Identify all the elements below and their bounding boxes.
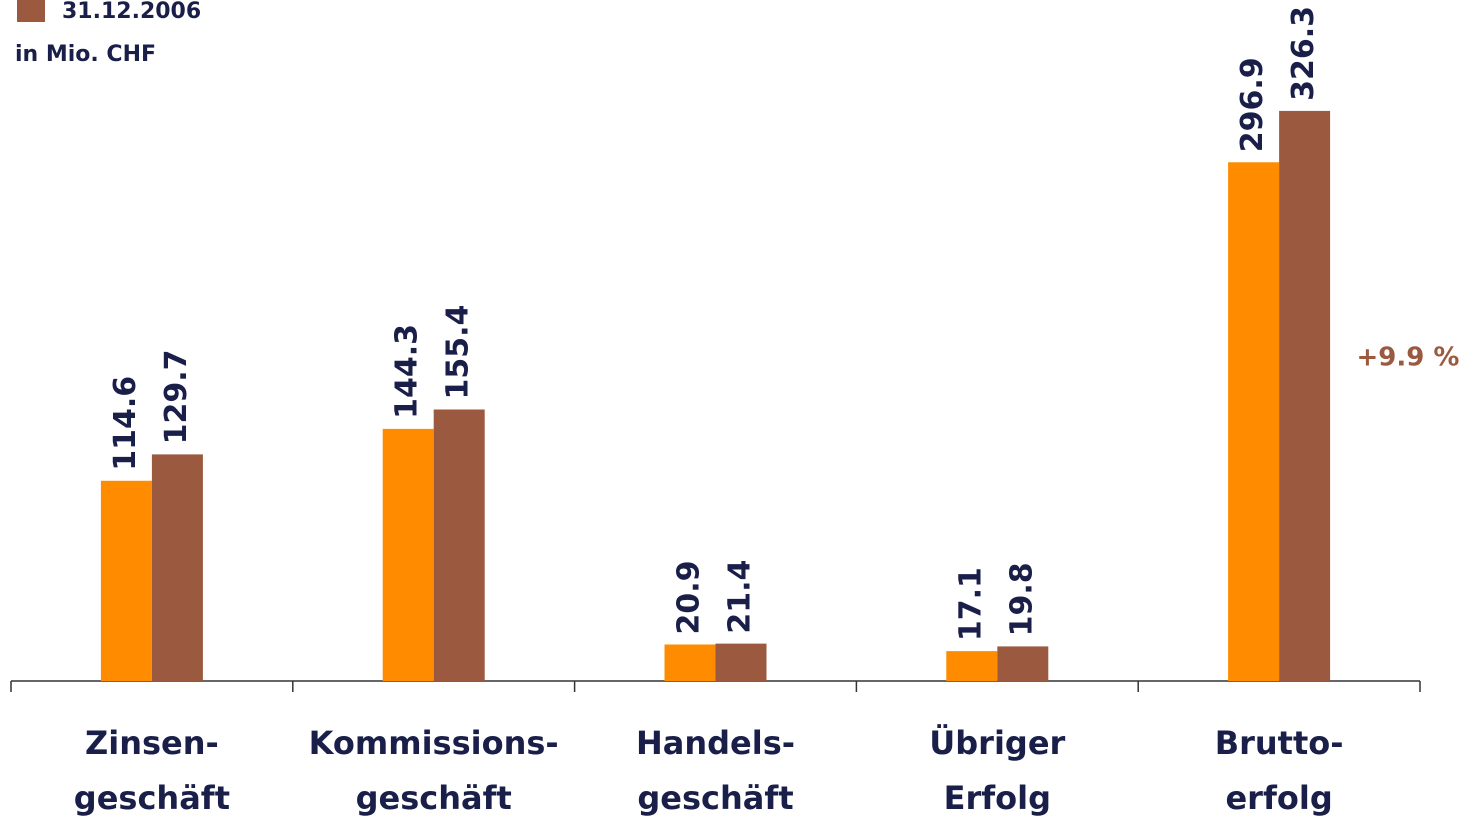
- annotation: +9.9 %: [1357, 343, 1460, 373]
- value-label: 296.9: [1235, 57, 1270, 152]
- bar: [151, 454, 203, 681]
- value-label: 20.9: [672, 560, 707, 634]
- bar: [1279, 110, 1331, 681]
- x-tick-label: geschäft: [637, 779, 793, 817]
- value-label: 155.4: [441, 305, 476, 400]
- bar: [997, 646, 1049, 681]
- value-label: 144.3: [390, 324, 425, 419]
- bar: [100, 480, 152, 681]
- x-tick-label: geschäft: [74, 779, 230, 817]
- x-tick-label: geschäft: [356, 779, 512, 817]
- x-tick-label: erfolg: [1225, 779, 1332, 817]
- value-label: 21.4: [723, 560, 758, 634]
- value-label: 19.8: [1004, 562, 1039, 636]
- x-tick-label: Kommissions-: [309, 724, 559, 762]
- legend-swatch: [17, 0, 45, 22]
- value-label: 17.1: [953, 567, 988, 641]
- x-tick-label: Zinsen-: [85, 724, 219, 762]
- bar: [946, 651, 998, 681]
- bar: [715, 643, 767, 681]
- x-tick-label: Erfolg: [944, 779, 1051, 817]
- value-label: 326.3: [1286, 6, 1321, 101]
- legend-label: 31.12.2006: [62, 0, 201, 24]
- bar: [382, 428, 434, 681]
- bar: [433, 409, 485, 681]
- bar: [664, 644, 716, 681]
- value-label: 114.6: [108, 376, 143, 471]
- x-tick-label: Handels-: [636, 724, 795, 762]
- subtitle: in Mio. CHF: [15, 42, 156, 67]
- value-label: 129.7: [159, 349, 194, 444]
- x-tick-label: Übriger: [929, 724, 1065, 762]
- x-tick-label: Brutto-: [1215, 724, 1344, 762]
- bar: [1228, 162, 1280, 681]
